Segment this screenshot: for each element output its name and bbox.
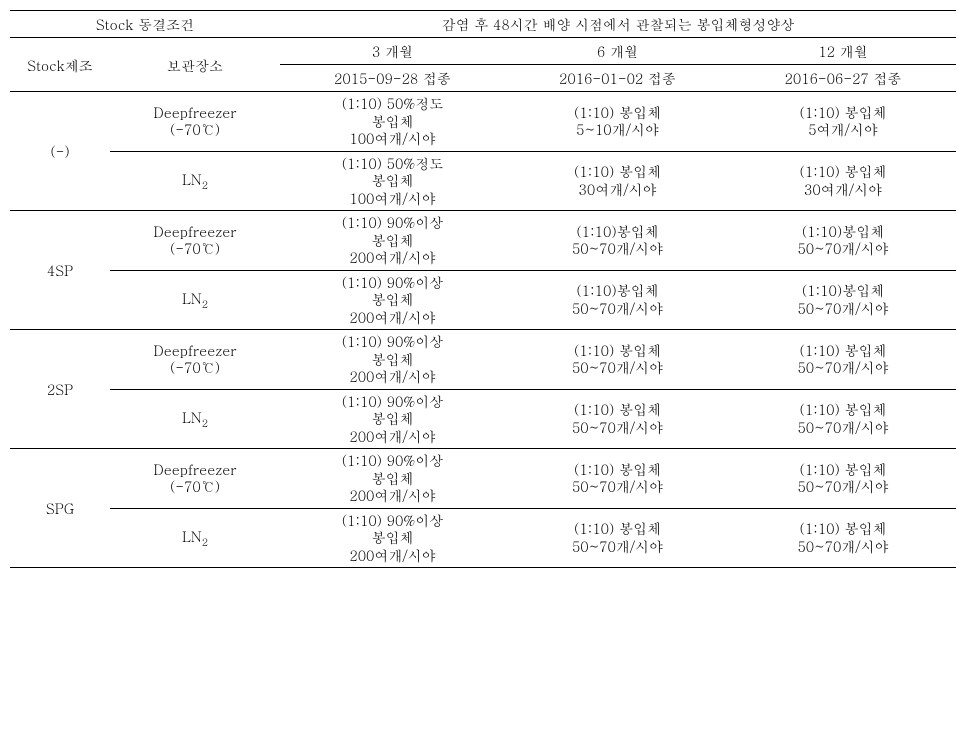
cell-value: (1:10) 봉입체50~70개/시야 xyxy=(505,330,730,390)
hdr-date-12m: 2016-06-27 접종 xyxy=(730,65,956,92)
cell-value: (1:10) 봉입체50~70개/시야 xyxy=(730,330,956,390)
cell-value: (1:10)봉입체50~70개/시야 xyxy=(505,270,730,330)
hdr-12m: 12 개월 xyxy=(730,38,956,65)
cell-value: (1:10) 90%이상봉입체200여개/시야 xyxy=(280,270,505,330)
cell-value: (1:10) 봉입체50~70개/시야 xyxy=(730,508,956,568)
hdr-stock-mfg: Stock제조 xyxy=(10,38,110,92)
storage-ln2: LN2 xyxy=(110,151,280,211)
hdr-date-3m: 2015-09-28 접종 xyxy=(280,65,505,92)
storage-deepfreezer: Deepfreezer(-70℃) xyxy=(110,92,280,152)
cell-value: (1:10) 90%이상봉입체200여개/시야 xyxy=(280,330,505,390)
storage-ln2: LN2 xyxy=(110,270,280,330)
cell-value: (1:10) 봉입체30여개/시야 xyxy=(730,151,956,211)
hdr-6m: 6 개월 xyxy=(505,38,730,65)
group-label-2sp: 2SP xyxy=(10,330,110,449)
table-row: SPG Deepfreezer(-70℃) (1:10) 90%이상봉입체200… xyxy=(10,449,956,509)
group-label-minus: (-) xyxy=(10,92,110,211)
table-row: 2SP Deepfreezer(-70℃) (1:10) 90%이상봉입체200… xyxy=(10,330,956,390)
cell-value: (1:10)봉입체50~70개/시야 xyxy=(730,211,956,271)
cell-value: (1:10) 90%이상봉입체200여개/시야 xyxy=(280,449,505,509)
storage-ln2: LN2 xyxy=(110,389,280,449)
cell-value: (1:10) 90%이상봉입체200여개/시야 xyxy=(280,211,505,271)
cell-value: (1:10) 봉입체50~70개/시야 xyxy=(505,389,730,449)
table-row: LN2 (1:10) 90%이상봉입체200여개/시야 (1:10) 봉입체50… xyxy=(10,389,956,449)
table-row: (-) Deepfreezer(-70℃) (1:10) 50%정도봉입체100… xyxy=(10,92,956,152)
table-row: 4SP Deepfreezer(-70℃) (1:10) 90%이상봉입체200… xyxy=(10,211,956,271)
cell-value: (1:10) 90%이상봉입체200여개/시야 xyxy=(280,508,505,568)
group-label-spg: SPG xyxy=(10,449,110,568)
header-row-1: Stock 동결조건 감염 후 48시간 배양 시점에서 관찰되는 봉입체형성양… xyxy=(10,11,956,38)
cell-value: (1:10) 50%정도봉입체100여개/시야 xyxy=(280,151,505,211)
hdr-3m: 3 개월 xyxy=(280,38,505,65)
cell-value: (1:10) 봉입체50~70개/시야 xyxy=(505,449,730,509)
hdr-storage: 보관장소 xyxy=(110,38,280,92)
cell-value: (1:10) 봉입체50~70개/시야 xyxy=(730,389,956,449)
storage-deepfreezer: Deepfreezer(-70℃) xyxy=(110,449,280,509)
storage-deepfreezer: Deepfreezer(-70℃) xyxy=(110,330,280,390)
table-row: LN2 (1:10) 90%이상봉입체200여개/시야 (1:10)봉입체50~… xyxy=(10,270,956,330)
cell-value: (1:10)봉입체50~70개/시야 xyxy=(505,211,730,271)
group-label-4sp: 4SP xyxy=(10,211,110,330)
hdr-date-6m: 2016-01-02 접종 xyxy=(505,65,730,92)
inclusion-body-table: Stock 동결조건 감염 후 48시간 배양 시점에서 관찰되는 봉입체형성양… xyxy=(10,10,956,568)
storage-ln2: LN2 xyxy=(110,508,280,568)
header-row-2: Stock제조 보관장소 3 개월 6 개월 12 개월 xyxy=(10,38,956,65)
cell-value: (1:10)봉입체50~70개/시야 xyxy=(730,270,956,330)
cell-value: (1:10) 봉입체5여개/시야 xyxy=(730,92,956,152)
hdr-obs-title: 감염 후 48시간 배양 시점에서 관찰되는 봉입체형성양상 xyxy=(280,11,956,38)
cell-value: (1:10) 봉입체30여개/시야 xyxy=(505,151,730,211)
cell-value: (1:10) 봉입체50~70개/시야 xyxy=(505,508,730,568)
cell-value: (1:10) 90%이상봉입체200여개/시야 xyxy=(280,389,505,449)
hdr-stock-cond: Stock 동결조건 xyxy=(10,11,280,38)
cell-value: (1:10) 봉입체5~10개/시야 xyxy=(505,92,730,152)
table-row: LN2 (1:10) 90%이상봉입체200여개/시야 (1:10) 봉입체50… xyxy=(10,508,956,568)
cell-value: (1:10) 봉입체50~70개/시야 xyxy=(730,449,956,509)
table-row: LN2 (1:10) 50%정도봉입체100여개/시야 (1:10) 봉입체30… xyxy=(10,151,956,211)
cell-value: (1:10) 50%정도봉입체100여개/시야 xyxy=(280,92,505,152)
storage-deepfreezer: Deepfreezer(-70℃) xyxy=(110,211,280,271)
